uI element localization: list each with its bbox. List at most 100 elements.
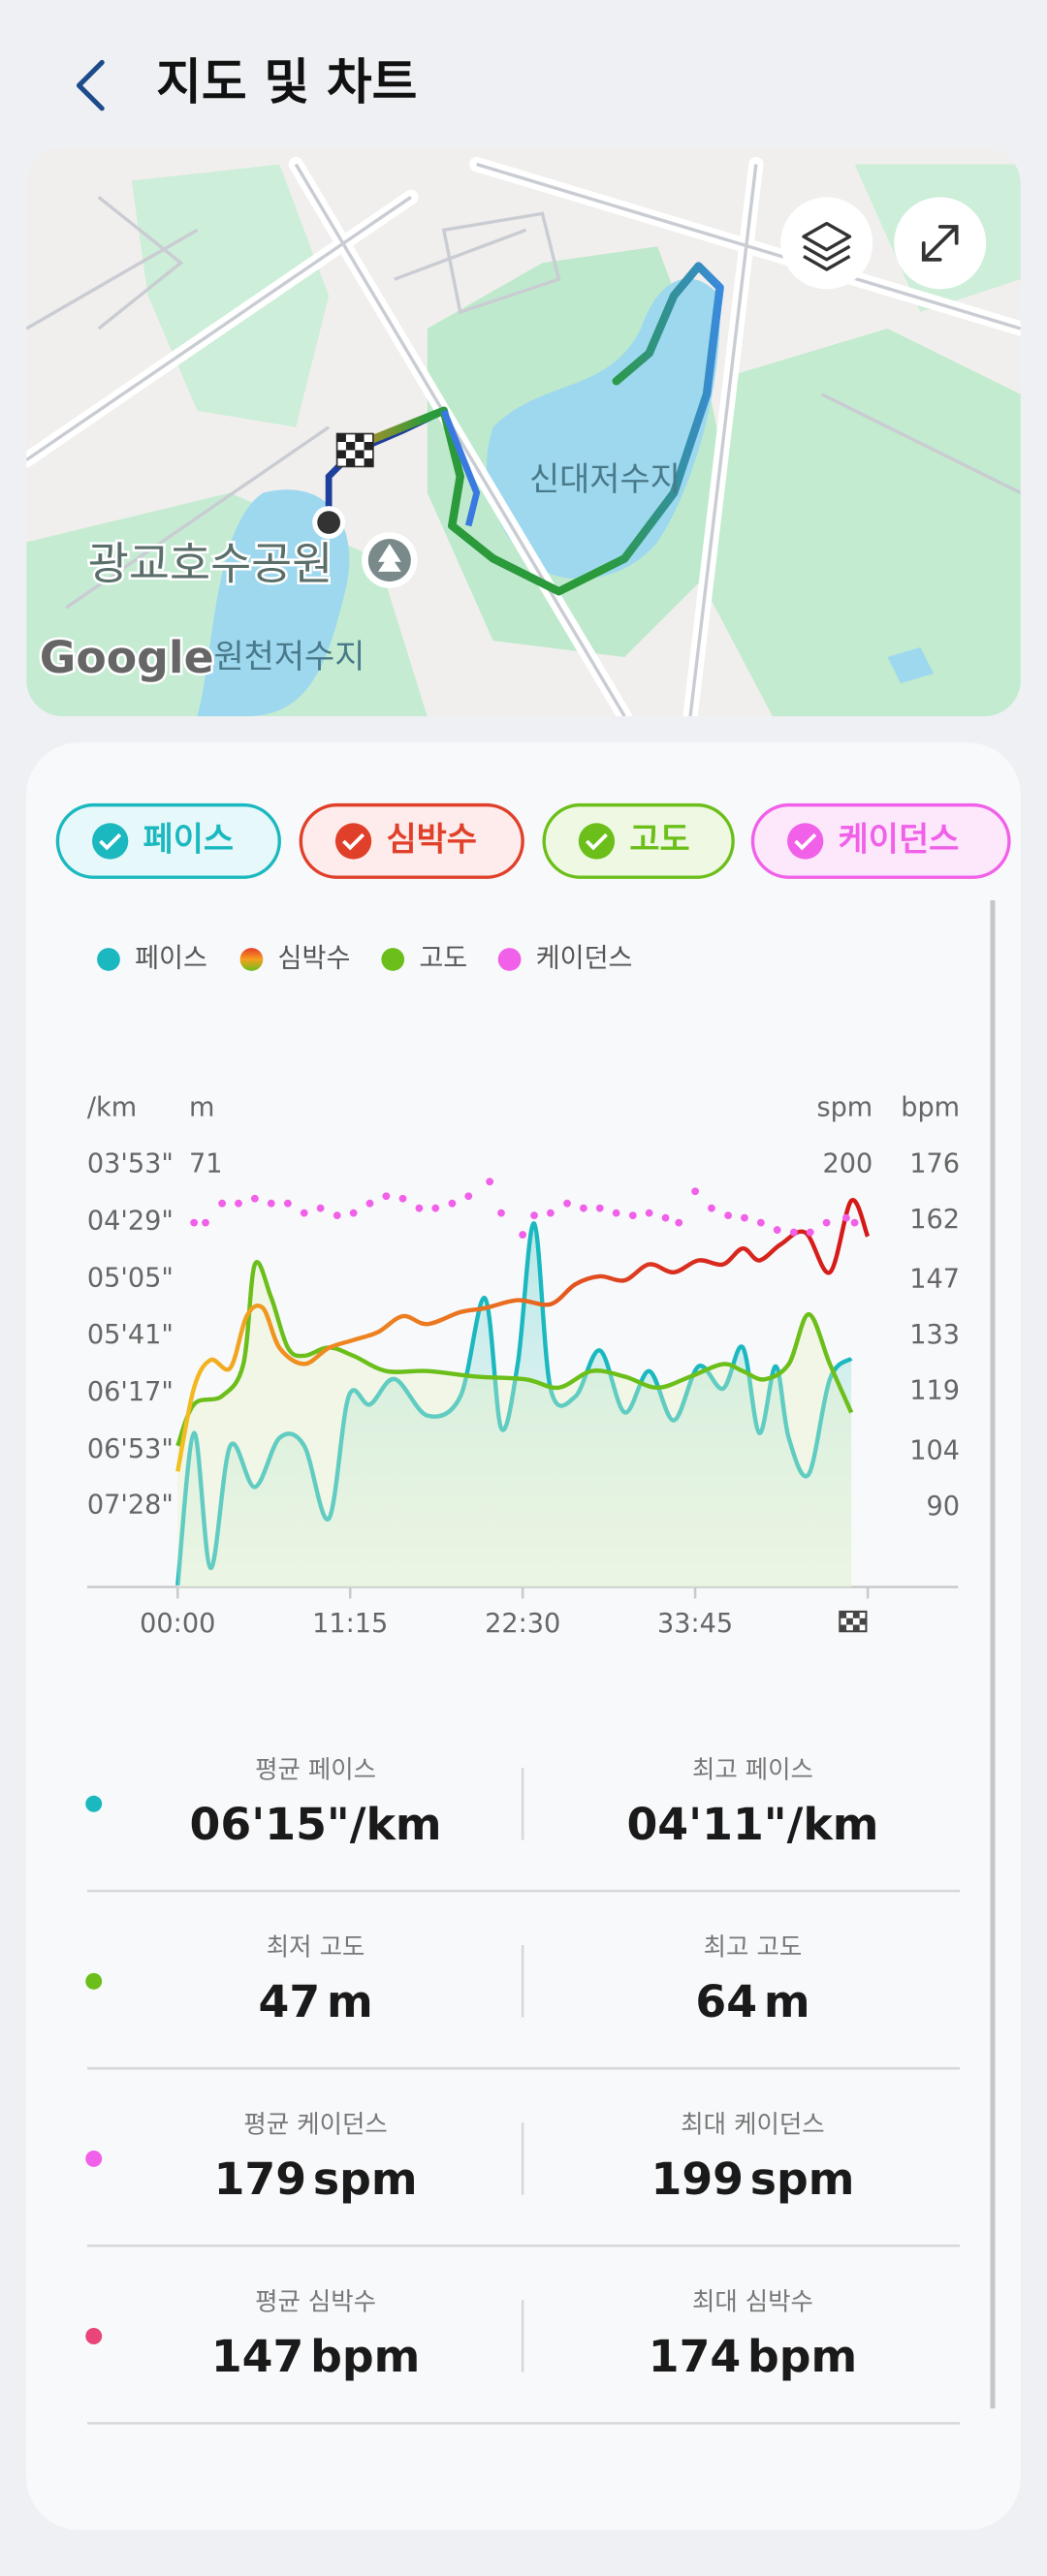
stat-unit: /km <box>787 1799 879 1850</box>
y-tick-label: 200 <box>822 1148 872 1178</box>
cadence-dot <box>773 1226 781 1234</box>
stat-unit: bpm <box>310 2331 420 2382</box>
cadence-dot <box>675 1218 683 1227</box>
legend-marker <box>497 948 522 971</box>
chip-check-mark <box>585 832 608 851</box>
stat-unit: m <box>327 1976 373 2027</box>
back-button[interactable] <box>76 59 105 111</box>
cadence-dot <box>850 1218 859 1227</box>
legend-marker <box>381 948 405 971</box>
pace-area <box>177 1223 852 1587</box>
toggle-chip[interactable]: 케이던스 <box>750 802 1011 879</box>
y-tick-label: 07'28" <box>87 1490 174 1520</box>
y-tick-label: 06'53" <box>87 1434 174 1464</box>
cadence-dot <box>806 1228 814 1237</box>
y-tick-label: 06'17" <box>87 1377 174 1407</box>
stat-marker <box>85 1795 103 1812</box>
cadence-dot <box>497 1209 505 1217</box>
chip-label: 심박수 <box>386 820 477 858</box>
stat-marker <box>85 2150 103 2167</box>
x-tick-label: 11:15 <box>312 1609 388 1639</box>
cadence-dot <box>349 1209 358 1217</box>
toggle-chip[interactable]: 심박수 <box>299 802 524 879</box>
stat-marker <box>85 1972 103 1990</box>
series-line <box>175 1221 853 1586</box>
stat-value: 179 spm <box>214 2153 418 2205</box>
chip-label: 고도 <box>629 820 689 858</box>
toggle-chip[interactable]: 고도 <box>542 802 735 879</box>
y-tick-label: 04'29" <box>87 1206 174 1236</box>
cadence-dot <box>628 1211 637 1220</box>
stat-value: 199 spm <box>651 2153 855 2205</box>
stat-label: 최저 고도 <box>267 1932 365 1961</box>
stat-value: 06'15"/km <box>190 1799 442 1850</box>
finish-flag <box>839 1586 870 1633</box>
y-tick-label: 71 <box>189 1148 223 1178</box>
chart-card <box>26 742 1021 2530</box>
chip-label: 케이던스 <box>839 820 960 858</box>
cadence-dot <box>822 1218 831 1227</box>
stat-unit: spm <box>313 2153 418 2205</box>
stat-value: 64 m <box>695 1976 809 2027</box>
cadence-dot <box>382 1192 391 1201</box>
stat-label: 최고 고도 <box>704 1932 803 1961</box>
flag-check <box>840 1611 867 1632</box>
chip-check <box>787 823 824 860</box>
cadence-dot <box>661 1213 670 1222</box>
map-label: 신대저수지 <box>529 460 681 498</box>
chip-label: 페이스 <box>143 820 235 858</box>
toggle-chip[interactable]: 페이스 <box>55 802 281 879</box>
header-bg <box>0 0 1047 165</box>
cadence-dot <box>563 1199 571 1208</box>
axis-unit: spm <box>816 1093 872 1123</box>
cadence-dot <box>519 1231 527 1239</box>
cadence-dot <box>300 1209 308 1217</box>
cadence-dot <box>283 1199 292 1208</box>
cadence-dot <box>316 1204 325 1212</box>
y-tick-label: 90 <box>927 1492 960 1522</box>
chip-check <box>578 823 616 860</box>
page-title: 지도 및 차트 <box>156 53 417 110</box>
chip-check-mark <box>99 832 122 851</box>
x-tick-label: 00:00 <box>140 1609 215 1639</box>
y-tick-label: 147 <box>909 1265 960 1295</box>
cadence-dot <box>202 1218 209 1227</box>
cadence-dot <box>448 1199 457 1208</box>
stat-number: 47 <box>259 1976 321 2027</box>
stat-value: 174 bpm <box>649 2331 857 2382</box>
legend-label: 심박수 <box>278 943 351 973</box>
cadence-dot <box>708 1204 715 1212</box>
cadence-dot <box>190 1218 199 1227</box>
expand-button[interactable] <box>894 197 987 290</box>
y-tick-label: 03'53" <box>87 1148 174 1178</box>
stat-label: 최고 페이스 <box>692 1754 813 1783</box>
legend: 페이스 심박수 고도 케이던스 <box>97 943 632 973</box>
chip-check <box>92 823 129 860</box>
cadence-dot <box>235 1199 242 1208</box>
cadence-dot <box>842 1213 850 1222</box>
stat-label: 최대 심박수 <box>692 2287 813 2316</box>
chip-bg <box>55 802 281 879</box>
y-tick-label: 05'05" <box>87 1263 174 1293</box>
stat-number: 179 <box>214 2153 306 2205</box>
cadence-dot <box>579 1204 587 1212</box>
stat-label: 평균 케이던스 <box>243 2110 387 2139</box>
stat-value: 47 m <box>259 1976 373 2027</box>
cadence-dot <box>218 1199 227 1208</box>
cadence-dot <box>415 1204 424 1212</box>
layers-button[interactable] <box>780 197 873 290</box>
stat-marker <box>85 2328 103 2344</box>
cadence-dot <box>530 1211 538 1220</box>
chip-check-mark <box>342 832 365 851</box>
stat-number: 174 <box>649 2331 742 2382</box>
y-tick-label: 133 <box>909 1320 960 1350</box>
cadence-dot <box>431 1204 440 1212</box>
y-tick-label: 104 <box>909 1435 960 1465</box>
legend-marker <box>239 948 264 971</box>
chip-check <box>334 823 372 860</box>
cadence-dot <box>398 1194 407 1203</box>
series-line <box>175 1260 854 1447</box>
elevation-area <box>177 1262 852 1587</box>
cadence-dot <box>741 1213 748 1222</box>
